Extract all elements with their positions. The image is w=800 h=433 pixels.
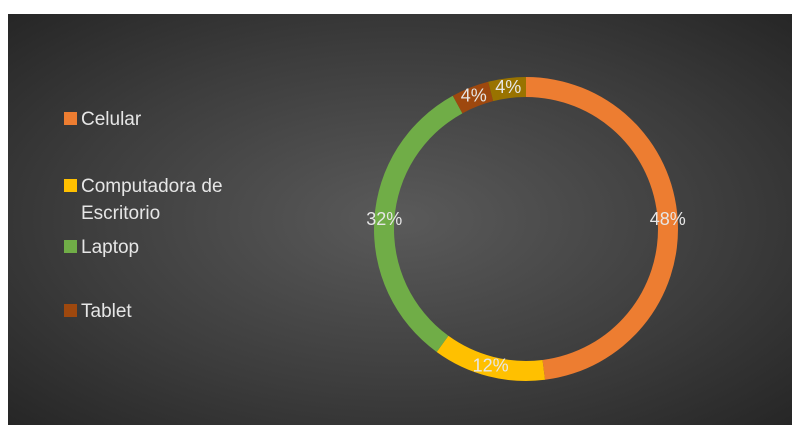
legend-label: Computadora de Escritorio <box>81 176 223 224</box>
legend-item: Laptop <box>64 234 264 261</box>
legend-swatch <box>64 179 77 192</box>
data-label: 12% <box>473 355 509 375</box>
legend-label: Celular <box>81 109 142 130</box>
data-label: 4% <box>495 77 521 97</box>
legend-swatch <box>64 304 77 317</box>
chart: 48% 12% 32% 4% 4% <box>366 77 686 381</box>
legend-swatch <box>64 112 77 125</box>
chart-panel: 48% 12% 32% 4% 4% Celular Computadora de Escr… <box>8 14 792 425</box>
legend-item: Tablet <box>64 298 264 325</box>
legend-swatch <box>64 240 77 253</box>
donut-slice <box>452 81 494 114</box>
data-label: 32% <box>366 209 402 229</box>
donut-slice <box>374 95 463 352</box>
data-label: 4% <box>461 86 487 106</box>
legend-item: Computadora de Escritorio <box>64 173 264 227</box>
legend-label: Laptop <box>81 237 140 258</box>
data-label: 48% <box>650 209 686 229</box>
donut-slice <box>436 335 546 381</box>
legend-item: Celular <box>64 106 264 133</box>
donut-slice <box>488 77 526 102</box>
legend-label: Tablet <box>81 301 132 322</box>
donut-slice <box>526 77 679 380</box>
